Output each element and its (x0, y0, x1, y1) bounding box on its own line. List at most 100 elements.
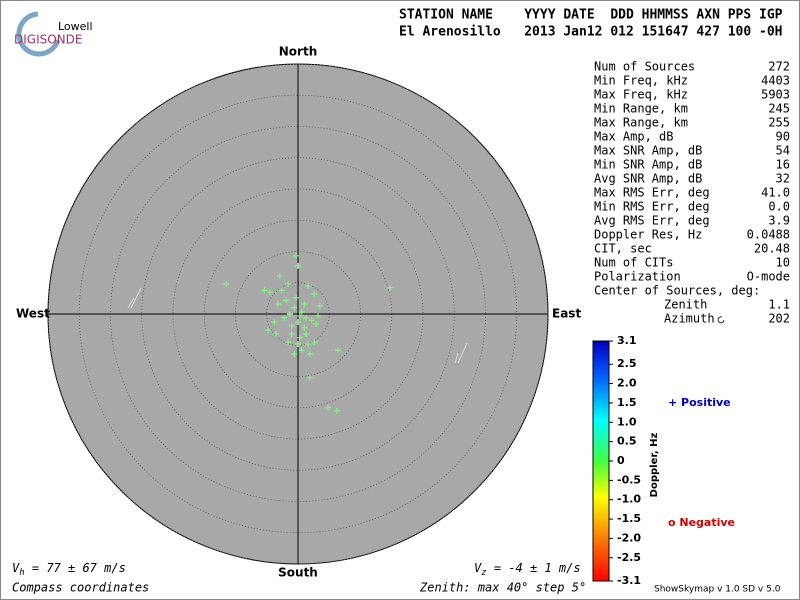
stat-value: 32 (776, 172, 790, 186)
colorbar-tick-label: -1.0 (617, 493, 641, 506)
stat-label: Zenith (664, 298, 707, 312)
source-point (223, 281, 230, 287)
source-point (298, 347, 305, 354)
stat-label: Polarization (594, 270, 681, 284)
stat-label: Min SNR Amp, dB (594, 158, 702, 172)
compass-label: West (16, 307, 50, 321)
source-point (283, 297, 290, 304)
stat-value: 255 (768, 116, 790, 130)
stat-label: Doppler Res, Hz (594, 228, 702, 242)
stat-value: 245 (768, 102, 790, 116)
source-point (288, 322, 295, 329)
source-point (303, 314, 310, 321)
source-point (315, 312, 321, 319)
source-point (313, 321, 320, 327)
stat-label: Azimuth (664, 312, 715, 326)
header-line: El Arenosillo 2013 Jan12 012 151647 427 … (399, 25, 783, 40)
footer-right: ShowSkymap v 1.0 SD v 5.0 (654, 585, 781, 595)
stat-value: 0.0488 (747, 228, 790, 242)
stat-value: 0.0 (768, 200, 790, 214)
source-point (305, 341, 311, 347)
source-point (285, 339, 291, 346)
source-point (303, 331, 310, 337)
colorbar-tick-label: -0.5 (617, 473, 641, 486)
colorbar-title: Doppler, Hz (649, 433, 660, 498)
legend-positive: + Positive (668, 396, 731, 409)
colorbar-tick-label: 3.1 (617, 334, 637, 347)
vz-label: Vz = -4 ± 1 m/s (474, 561, 581, 578)
colorbar-tick-label: -2.5 (617, 551, 641, 564)
source-point (293, 294, 300, 301)
logo-swoosh (16, 11, 61, 57)
stat-value: 10 (776, 256, 790, 270)
stat-label: Min Range, km (594, 102, 688, 116)
colorbar (592, 340, 610, 582)
source-point (311, 291, 318, 297)
stat-value: 54 (776, 144, 790, 158)
legend-negative: o Negative (668, 516, 735, 529)
source-point (295, 319, 301, 326)
source-point (281, 314, 288, 321)
source-point (306, 351, 313, 357)
vh-label: Vh = 77 ± 67 m/s (12, 561, 126, 578)
source-point (335, 347, 341, 354)
center-label: Center of Sources, deg: (594, 284, 760, 298)
colorbar-tick-label: 0 (617, 454, 625, 467)
source-point (271, 319, 278, 326)
source-point (265, 327, 271, 334)
source-point (286, 311, 293, 317)
v-marker (454, 342, 468, 364)
source-point (333, 407, 340, 414)
source-point (301, 301, 308, 307)
stat-value: 4403 (761, 74, 790, 88)
source-point (325, 404, 331, 411)
source-point (301, 324, 308, 331)
colorbar-tick-label: -3.1 (617, 574, 641, 587)
logo-bottom: DIGISONDE (14, 33, 82, 47)
source-point (266, 289, 273, 296)
stat-label: CIT, sec (594, 242, 652, 256)
stat-label: Max RMS Err, deg (594, 186, 710, 200)
stat-value: 272 (768, 60, 790, 74)
source-point (295, 262, 301, 269)
source-point (273, 331, 280, 337)
stat-value: 90 (776, 130, 790, 144)
compass-label: North (279, 45, 317, 59)
stat-label: Max Amp, dB (594, 130, 673, 144)
compass-label: East (552, 307, 581, 321)
stat-value: 20.48 (754, 242, 790, 256)
compass-label: South (278, 566, 318, 580)
source-point (285, 281, 291, 287)
stat-label: Num of Sources (594, 60, 695, 74)
logo-top: Lowell (58, 20, 93, 33)
stat-label: Avg SNR Amp, dB (594, 172, 702, 186)
source-point (296, 334, 303, 341)
stat-value: 1.1 (768, 298, 790, 312)
colorbar-tick-label: 1.5 (617, 396, 637, 409)
source-point (293, 252, 300, 259)
source-point (278, 287, 285, 294)
colorbar-tick-label: 2.5 (617, 357, 637, 370)
v-marker (127, 287, 142, 309)
footer-middle: Zenith: max 40° step 5° (419, 581, 586, 595)
source-point (316, 302, 323, 309)
stat-value: 5903 (761, 88, 790, 102)
source-point (291, 351, 298, 357)
stat-value: O-mode (747, 270, 790, 284)
source-point (296, 312, 303, 319)
source-point (386, 284, 393, 291)
source-point (291, 304, 298, 311)
stat-label: Max Range, km (594, 116, 688, 130)
stat-label: Num of CITs (594, 256, 673, 270)
source-point (298, 309, 305, 316)
stat-value: 16 (776, 158, 790, 172)
source-point (306, 374, 313, 381)
source-point (295, 341, 301, 347)
source-point (311, 339, 318, 346)
colorbar-tick-label: 1.0 (617, 415, 637, 428)
header-line: STATION NAME YYYY DATE DDD HHMMSS AXN PP… (399, 8, 783, 23)
colorbar-tick-label: 0.5 (617, 435, 637, 448)
source-point (308, 317, 315, 324)
stat-label: Min RMS Err, deg (594, 200, 710, 214)
